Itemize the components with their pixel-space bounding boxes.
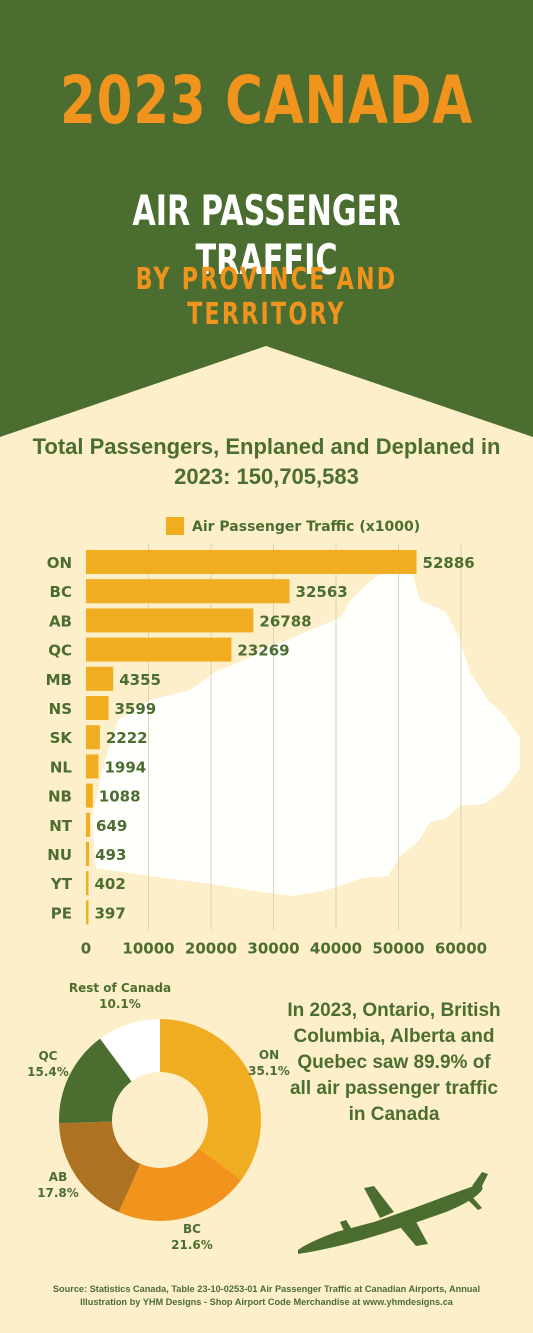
x-tick-label: 60000 [435, 940, 487, 958]
slice-percent: 21.6% [171, 1238, 213, 1252]
data-label: 2222 [106, 729, 148, 747]
slice-label: BC [183, 1222, 201, 1236]
x-tick-label: 30000 [247, 940, 299, 958]
slice-rest-of-canada [100, 1019, 160, 1082]
bar-sk [86, 725, 100, 750]
slice-percent: 17.8% [37, 1186, 79, 1200]
slice-label: ON [259, 1048, 279, 1062]
y-tick-label: QC [48, 642, 72, 660]
bar-nt [86, 812, 91, 837]
x-tick-label: 0 [81, 940, 91, 958]
donut-chart: ON 35.1% BC 21.6% AB 17.8% QC 15.4% Rest of Cana… [27, 981, 290, 1252]
bar-nl [86, 754, 99, 779]
y-tick-label: PE [51, 904, 72, 922]
bar-mb [86, 666, 114, 691]
header-banner: 2023 CANADA AIR PASSENGER TRAFFIC BY PRO… [0, 0, 533, 440]
data-label: 32563 [296, 583, 348, 601]
bar-nu [86, 842, 90, 866]
data-label: 23269 [237, 642, 289, 660]
y-tick-label: MB [46, 671, 72, 689]
slice-label: Rest of Canada [69, 981, 171, 995]
bar-on [86, 550, 417, 574]
bar-ab [86, 608, 254, 633]
data-label: 52886 [423, 554, 475, 572]
data-label: 3599 [114, 700, 156, 718]
slice-bc [118, 1148, 242, 1221]
y-tick-label: NT [49, 817, 73, 835]
page-subtitle: AIR PASSENGER TRAFFIC [132, 186, 401, 284]
slice-label: QC [38, 1049, 57, 1063]
bar-qc [86, 637, 232, 662]
y-tick-label: AB [49, 612, 72, 630]
total-passengers-text: Total Passengers, Enplaned and Deplaned … [32, 434, 501, 489]
footer: Source: Statistics Canada, Table 23-10-0… [0, 1283, 533, 1309]
bar-chart: Air Passenger Traffic (x1000) 52886 32563… [46, 517, 520, 958]
y-tick-label: NL [50, 758, 73, 776]
x-tick-label: 50000 [372, 940, 424, 958]
slice-percent: 15.4% [27, 1065, 69, 1079]
canada-map-icon [92, 566, 520, 896]
legend-label: Air Passenger Traffic (x1000) [192, 519, 420, 535]
data-label: 1088 [99, 788, 141, 806]
airplane-icon [298, 1172, 488, 1254]
source-citation: Source: Statistics Canada, Table 23-10-0… [52, 1284, 481, 1294]
data-label: 397 [94, 904, 125, 922]
slice-percent: 10.1% [99, 997, 141, 1011]
x-tick-label: 20000 [185, 940, 237, 958]
y-tick-label: SK [50, 729, 74, 747]
slice-on [160, 1019, 261, 1180]
bar-pe [86, 900, 89, 925]
slice-qc [59, 1038, 132, 1124]
page-subtitle-secondary: BY PROVINCE AND TERRITORY [135, 262, 398, 332]
bar-nb [86, 783, 93, 808]
banner-background [0, 0, 533, 437]
legend-swatch [166, 517, 184, 535]
y-tick-label: ON [47, 554, 72, 572]
y-tick-label: NS [49, 700, 72, 718]
data-label: 4355 [119, 671, 161, 689]
slice-percent: 35.1% [248, 1064, 290, 1078]
data-label: 493 [95, 846, 126, 864]
x-tick-label: 40000 [310, 940, 362, 958]
y-tick-label: YT [50, 875, 73, 893]
page-title: 2023 CANADA [60, 62, 473, 139]
x-tick-label: 10000 [122, 940, 174, 958]
data-label: 402 [95, 875, 126, 893]
bar-bc [86, 579, 290, 604]
y-tick-label: BC [50, 583, 72, 601]
data-label: 26788 [259, 612, 311, 630]
y-tick-label: NB [48, 788, 72, 806]
bar-yt [86, 871, 89, 896]
data-label: 649 [96, 817, 127, 835]
y-tick-label: NU [47, 846, 72, 864]
bar-ns [86, 696, 109, 720]
slice-ab [59, 1121, 141, 1213]
data-label: 1994 [104, 758, 146, 776]
callout-text: In 2023, Ontario, British Columbia, Albe… [287, 1000, 501, 1125]
illustration-credit: Illustration by YHM Designs - Shop Airpo… [80, 1297, 453, 1307]
slice-label: AB [49, 1170, 67, 1184]
